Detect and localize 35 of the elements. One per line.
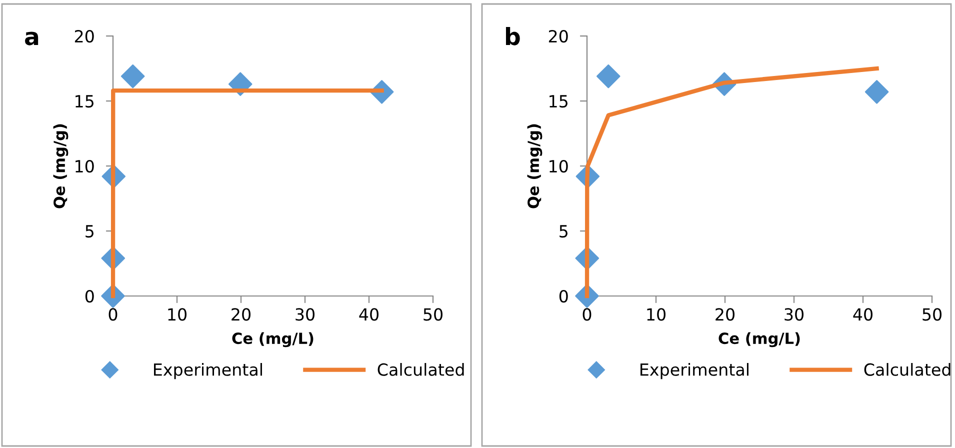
x-axis-title: Ce (mg/L) [718,332,800,348]
y-tick-label: 5 [86,225,94,238]
legend-label: Experimental [640,363,748,380]
x-tick-label: 0 [108,308,118,321]
y-axis-title: Qe (mg/g) [53,124,68,208]
point [864,80,889,104]
y-axis-title: Qe (mg/g) [527,124,542,208]
x-tick-label: 30 [296,308,314,321]
x-tick-label: 20 [716,308,734,321]
y-tick-label: 10 [550,160,568,173]
x-tick-label: 50 [424,308,442,321]
chart-title: b [506,27,520,46]
point [120,64,145,88]
y-tick-label: 20 [74,30,94,43]
x-tick-label: 50 [922,308,942,321]
x-tick-label: 30 [784,308,804,321]
y-tick-label: 20 [548,30,568,43]
x-tick-label: 40 [853,308,872,321]
x-axis-title: Ce (mg/L) [232,332,314,348]
x-tick-label: 10 [647,308,666,321]
legend-label: Calculated [864,363,950,376]
x-tick-label: 10 [168,308,186,321]
point [596,64,620,88]
y-tick-label: 0 [85,290,94,303]
chart-title: a [25,32,38,46]
y-tick-label: 10 [76,160,94,173]
y-tick-label: 15 [76,95,94,108]
x-tick-label: 20 [232,308,250,321]
x-tick-label: 0 [582,308,592,321]
y-tick-label: 5 [560,225,568,238]
x-tick-label: 40 [359,308,378,321]
y-tick-label: 0 [559,290,568,303]
legend-label: Experimental [154,363,262,380]
legend-label: Calculated [378,363,464,376]
y-tick-label: 15 [550,95,568,108]
